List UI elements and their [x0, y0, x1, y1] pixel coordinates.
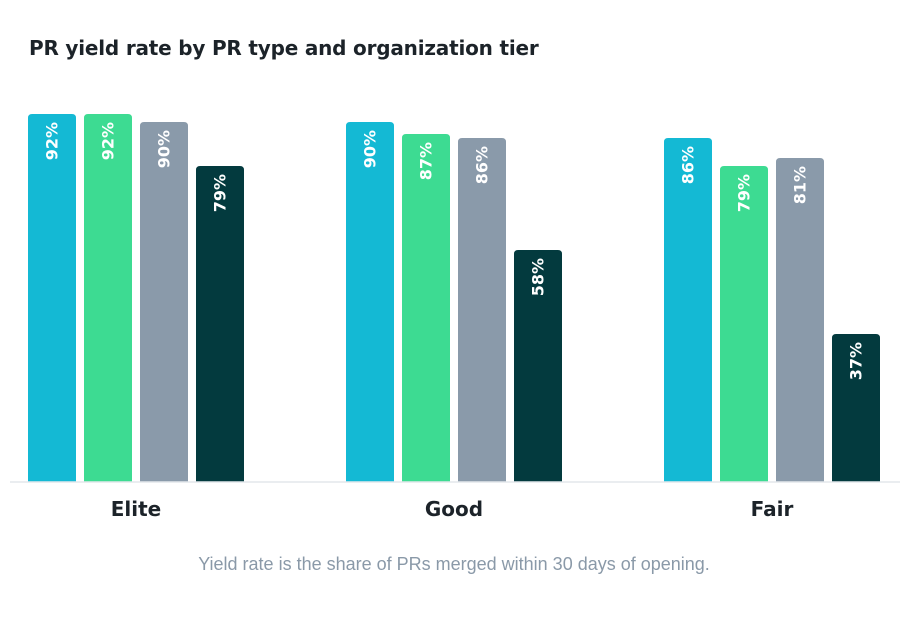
bar-elite-series-4: [196, 166, 244, 482]
category-label-good: Good: [425, 497, 483, 521]
bar-value-label-fair-series-1: 86%: [679, 146, 698, 184]
bar-value-label-good-series-4: 58%: [529, 258, 548, 296]
bar-elite-series-3: [140, 122, 188, 482]
bar-good-series-2: [402, 134, 450, 482]
bar-fair-series-4: [832, 334, 880, 482]
bar-value-label-elite-series-1: 92%: [43, 122, 62, 160]
bar-value-label-elite-series-2: 92%: [99, 122, 118, 160]
footnote: Yield rate is the share of PRs merged wi…: [198, 554, 710, 574]
bar-value-label-good-series-1: 90%: [361, 130, 380, 168]
category-label-elite: Elite: [111, 497, 162, 521]
bar-value-label-fair-series-2: 79%: [735, 174, 754, 212]
bar-elite-series-1: [28, 114, 76, 482]
bars-group: 92% 92% 90% 79% 90% 87% 86% 58% 86% 79% 81% 37%: [28, 114, 880, 482]
bar-good-series-1: [346, 122, 394, 482]
bar-value-label-fair-series-3: 81%: [791, 166, 810, 204]
bar-value-label-elite-series-3: 90%: [155, 130, 174, 168]
bar-fair-series-1: [664, 138, 712, 482]
bar-chart: 92% 92% 90% 79% 90% 87% 86% 58% 86% 79% 81% 37% Eli…: [10, 114, 900, 521]
bar-fair-series-3: [776, 158, 824, 482]
bar-value-label-fair-series-4: 37%: [847, 342, 866, 380]
bar-elite-series-2: [84, 114, 132, 482]
bar-good-series-4: [514, 250, 562, 482]
bar-good-series-3: [458, 138, 506, 482]
category-labels: Elite Good Fair: [111, 497, 794, 521]
bar-value-label-elite-series-4: 79%: [211, 174, 230, 212]
bar-value-label-good-series-2: 87%: [417, 142, 436, 180]
bar-fair-series-2: [720, 166, 768, 482]
chart-title: PR yield rate by PR type and organizatio…: [29, 36, 539, 60]
category-label-fair: Fair: [751, 497, 794, 521]
bar-value-label-good-series-3: 86%: [473, 146, 492, 184]
